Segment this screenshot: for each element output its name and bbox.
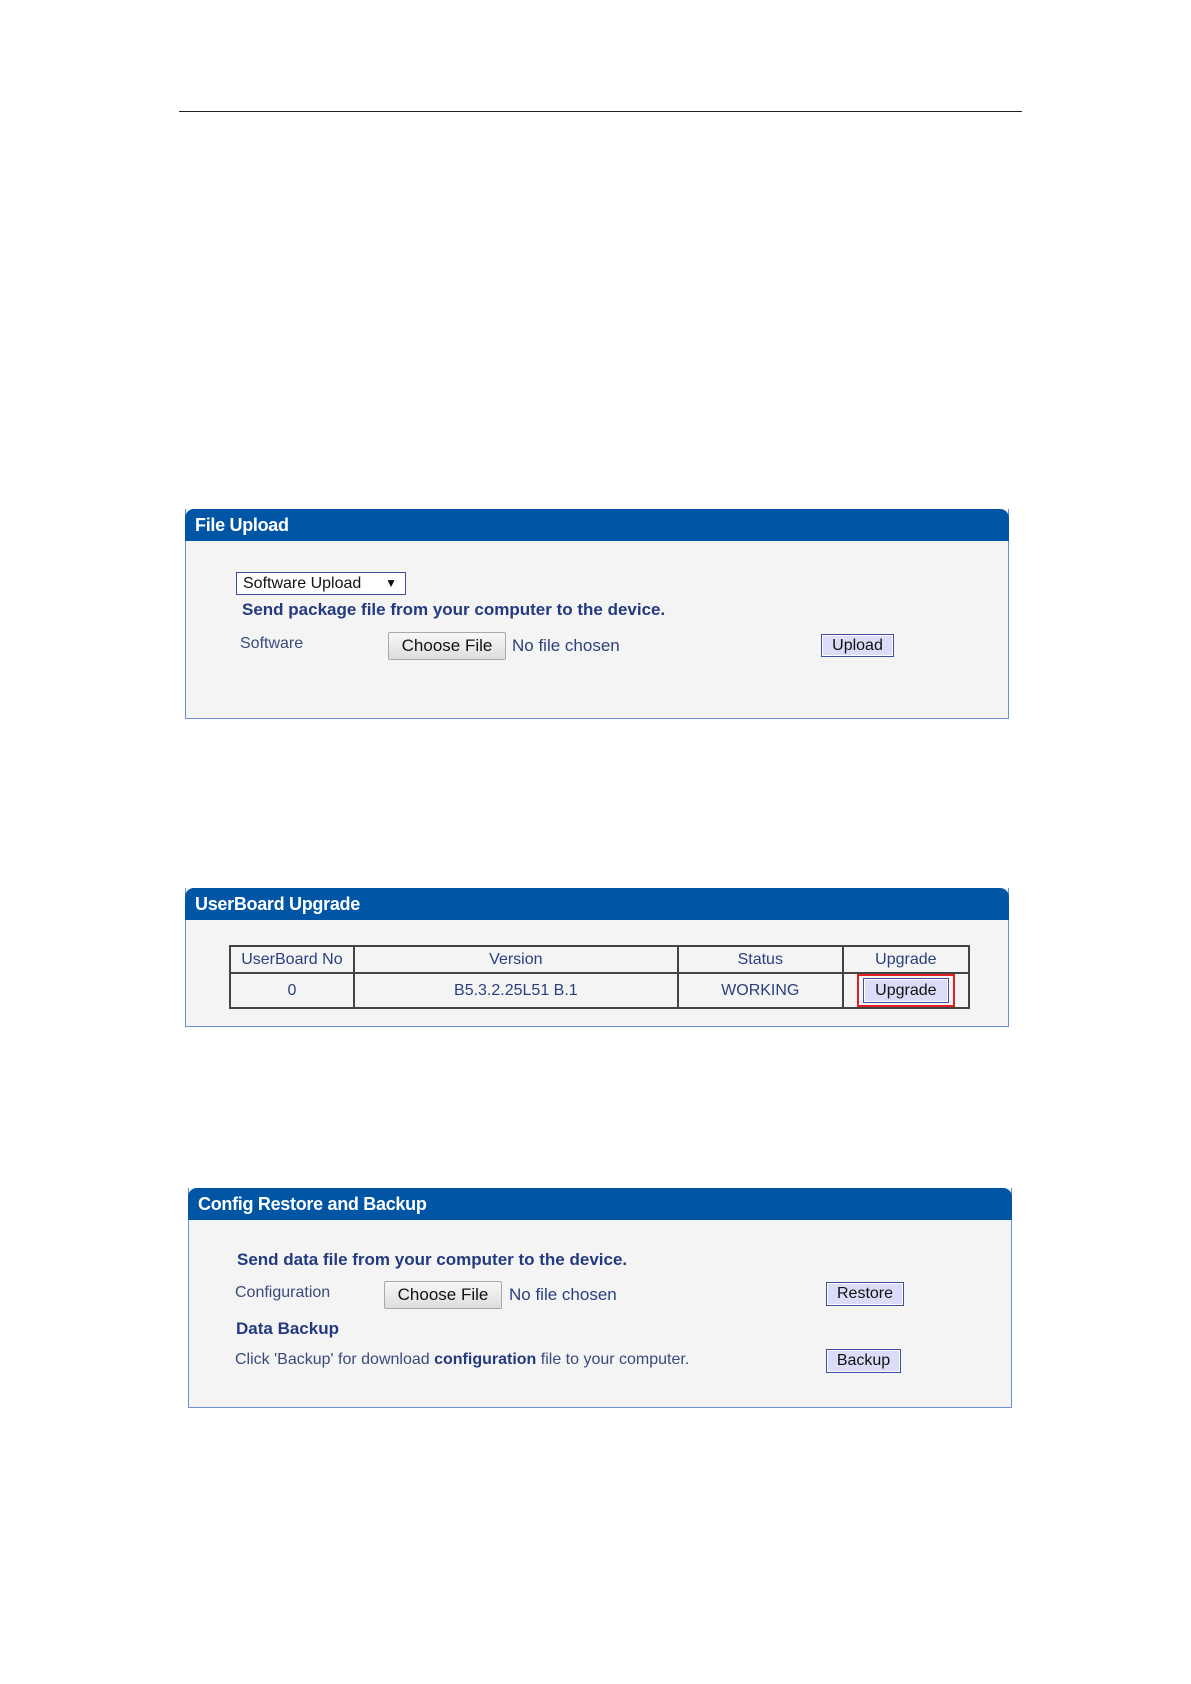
file-upload-panel: File Upload Software Upload ▼ Send packa… (185, 509, 1009, 719)
top-rule (179, 111, 1022, 112)
highlight-box: Upgrade (856, 974, 955, 1007)
choose-file-button[interactable]: Choose File (384, 1281, 502, 1309)
backup-instructions: Click 'Backup' for download configuratio… (235, 1351, 689, 1369)
cell-version: B5.3.2.25L51 B.1 (352, 972, 679, 1009)
upload-button[interactable]: Upload (821, 634, 894, 657)
panel-title: UserBoard Upgrade (185, 888, 1009, 920)
no-file-text: No file chosen (509, 1285, 617, 1304)
table-header-row: UserBoard No Version Status Upgrade (229, 945, 971, 974)
cell-status: WORKING (676, 972, 844, 1009)
header-version: Version (352, 945, 679, 974)
userboard-upgrade-panel: UserBoard Upgrade UserBoard No Version S… (185, 888, 1009, 1027)
panel-title: File Upload (185, 509, 1009, 541)
backup-text-end: file to your computer. (536, 1351, 690, 1368)
description: Send package file from your computer to … (242, 600, 666, 619)
configuration-label: Configuration (235, 1284, 331, 1301)
upload-type-select[interactable]: Software Upload ▼ (236, 572, 406, 595)
backup-text-bold: configuration (434, 1351, 537, 1368)
header-userboard-no: UserBoard No (229, 945, 355, 974)
dropdown-arrow-icon: ▼ (385, 576, 397, 590)
userboard-table: UserBoard No Version Status Upgrade 0 B5… (229, 945, 971, 1009)
backup-button[interactable]: Backup (826, 1349, 901, 1373)
upgrade-button[interactable]: Upgrade (862, 978, 949, 1003)
header-status: Status (676, 945, 844, 974)
table-row: 0 B5.3.2.25L51 B.1 WORKING Upgrade (229, 972, 971, 1009)
cell-no: 0 (229, 972, 355, 1009)
select-value: Software Upload (243, 575, 362, 592)
software-label: Software (240, 635, 304, 652)
cell-upgrade: Upgrade (841, 972, 971, 1009)
restore-button[interactable]: Restore (826, 1282, 904, 1306)
no-file-text: No file chosen (512, 636, 620, 655)
data-backup-heading: Data Backup (236, 1319, 339, 1338)
description: Send data file from your computer to the… (237, 1250, 628, 1269)
panel-title: Config Restore and Backup (188, 1188, 1012, 1220)
header-upgrade: Upgrade (841, 945, 971, 974)
choose-file-button[interactable]: Choose File (388, 632, 506, 660)
config-restore-backup-panel: Config Restore and Backup Send data file… (188, 1188, 1012, 1408)
backup-text: Click 'Backup' for download (235, 1351, 435, 1368)
